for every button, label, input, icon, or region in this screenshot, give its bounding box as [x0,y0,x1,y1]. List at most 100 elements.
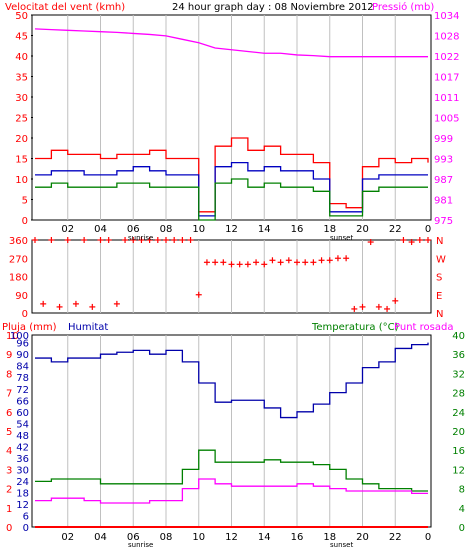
pressure-y-tick-999: 999 [434,134,453,145]
x-tick-upper-12: 12 [225,224,238,235]
humidity-y-tick-60: 60 [16,408,29,419]
temp-y-tick-40: 40 [452,331,465,342]
gust-series-line [35,137,429,213]
temp-y-tick-4: 4 [459,504,465,515]
x-tick-upper-16: 16 [291,224,304,235]
series-layer [32,28,431,528]
humidity-y-tick-12: 12 [16,500,29,511]
sunrise-marker-lower: sunrise [128,541,153,549]
humidity-y-tick-30: 30 [16,465,29,476]
temp-y-tick-20: 20 [452,427,465,438]
wind-y-tick-30: 30 [15,93,28,104]
wind-y-tick-5: 5 [22,196,28,207]
avg-series-line [35,178,428,221]
humidity-y-tick-100: 100 [10,331,29,342]
rain-y-tick-9: 9 [6,350,12,361]
wind-y-tick-15: 15 [15,155,28,166]
rain-y-tick-0: 0 [6,523,12,534]
humidity-y-tick-96: 96 [16,339,29,350]
wind-y-tick-10: 10 [15,175,28,186]
x-tick-upper-18: 18 [323,224,336,235]
rain-y-tick-8: 8 [6,369,12,380]
direction-y-tick-90: 90 [15,291,28,302]
pressure-y-tick-987: 987 [434,175,453,186]
sunset-marker-upper: sunset [330,234,353,242]
x-tick-lower-02: 02 [61,532,74,543]
pressure-y-tick-1022: 1022 [434,52,459,63]
direction-y-tick-180: 180 [9,273,28,284]
pressure-y-tick-1005: 1005 [434,114,459,125]
wind-y-tick-45: 45 [15,32,28,43]
rain-y-tick-6: 6 [6,408,12,419]
humidity-y-tick-42: 42 [16,442,29,453]
direction-y-tick-0: 0 [22,309,28,320]
pressure-y-tick-1011: 1011 [434,93,459,104]
temp-y-tick-12: 12 [452,465,465,476]
x-tick-upper-0: 0 [425,224,431,235]
humidity-y-tick-90: 90 [16,350,29,361]
pressure-y-tick-975: 975 [434,216,453,227]
temp-y-tick-24: 24 [452,408,465,419]
wind-y-tick-0: 0 [22,216,28,227]
x-tick-upper-14: 14 [258,224,271,235]
rain-y-tick-5: 5 [6,427,12,438]
pressure-y-tick-1034: 1034 [434,11,459,22]
wind-y-tick-25: 25 [15,114,28,125]
humidity-y-tick-24: 24 [16,477,29,488]
x-tick-lower-06: 06 [127,532,140,543]
pressure-axis-label: Pressió (mb) [372,1,434,13]
humidity-y-tick-84: 84 [16,362,29,373]
rain-y-tick-4: 4 [6,446,12,457]
compass-tick-3: E [436,291,442,302]
temp-y-tick-0: 0 [459,523,465,534]
temp-y-tick-16: 16 [452,446,465,457]
temperature-axis-label: Temperatura (°C) [311,322,399,333]
pressure-series-line [34,28,428,58]
x-tick-lower-0: 0 [425,532,431,543]
humidity-series-line [35,342,429,419]
ticks-layer: 0202040406060808101012121414161618182020… [6,11,465,543]
humidity-y-tick-72: 72 [16,385,29,396]
temperature-series-line [35,449,428,492]
sunset-marker-lower: sunset [330,541,353,549]
temp-y-tick-32: 32 [452,369,465,380]
rain-y-tick-1: 1 [6,504,12,515]
grid-layer [31,14,396,527]
x-tick-upper-08: 08 [160,224,173,235]
wind-axis-label: Velocitat del vent (kmh) [5,2,125,13]
pressure-y-tick-993: 993 [434,155,453,166]
humidity-y-tick-18: 18 [16,488,29,499]
wind-y-tick-20: 20 [15,134,28,145]
humidity-y-tick-66: 66 [16,396,29,407]
x-tick-lower-22: 22 [389,532,402,543]
x-tick-upper-06: 06 [127,224,140,235]
pressure-y-tick-1017: 1017 [434,73,459,84]
humidity-y-tick-6: 6 [23,511,29,522]
wind-y-tick-35: 35 [15,73,28,84]
x-tick-upper-10: 10 [192,224,205,235]
chart-title: 24 hour graph day : 08 Noviembre 2012 [172,2,374,13]
compass-tick-1: W [436,254,446,265]
x-tick-lower-12: 12 [225,532,238,543]
x-tick-lower-20: 20 [356,532,369,543]
rain-axis-label: Pluja (mm) [2,322,57,333]
compass-tick-4: N [436,309,443,320]
x-tick-upper-04: 04 [94,224,107,235]
compass-tick-2: S [436,273,442,284]
wind-y-tick-40: 40 [15,52,28,63]
x-tick-lower-16: 16 [291,532,304,543]
humidity-axis-label: Humitat [68,322,108,333]
x-tick-upper-22: 22 [389,224,402,235]
rain-y-tick-3: 3 [6,465,12,476]
speed-series-line [35,161,428,217]
x-tick-lower-10: 10 [192,532,205,543]
humidity-y-tick-0: 0 [23,523,29,534]
x-tick-lower-04: 04 [94,532,107,543]
pressure-y-tick-981: 981 [434,196,453,207]
wind-y-tick-50: 50 [15,11,28,22]
sunrise-marker-upper: sunrise [128,234,153,242]
direction-y-tick-360: 360 [9,236,28,247]
x-tick-lower-08: 08 [160,532,173,543]
compass-tick-0: N [436,236,443,247]
